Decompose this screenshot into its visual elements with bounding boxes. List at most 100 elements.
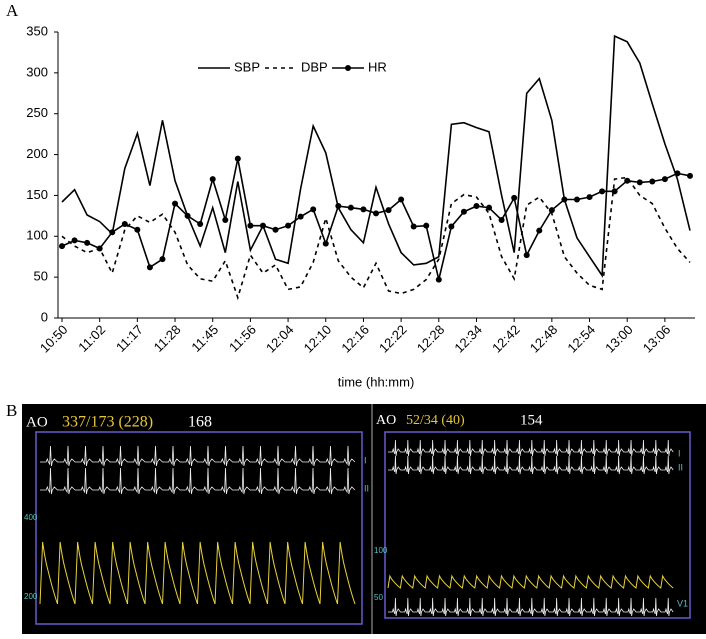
lead-label: I [678, 448, 681, 458]
point [360, 206, 367, 213]
screen-frame [35, 431, 363, 625]
point [109, 229, 116, 236]
point [674, 170, 681, 177]
point [146, 264, 153, 271]
y-tick-label: 50 [34, 269, 48, 284]
waveform [387, 574, 674, 589]
point [410, 223, 417, 230]
point [460, 208, 467, 215]
point [661, 176, 668, 183]
point [222, 216, 229, 223]
legend-label: DBP [301, 59, 328, 74]
x-axis-label: time (hh:mm) [338, 374, 415, 389]
waveform [39, 541, 356, 605]
x-tick-label: 11:02 [75, 322, 108, 355]
waveform [388, 455, 674, 475]
point [285, 222, 292, 229]
x-tick-label: 12:22 [376, 322, 410, 356]
point [636, 179, 643, 186]
lead-label: II [678, 462, 683, 472]
point [385, 207, 392, 214]
legend-marker [345, 65, 351, 71]
x-tick-label: 10:50 [37, 322, 71, 356]
point [599, 188, 606, 195]
y-tick-label: 300 [26, 64, 48, 79]
point [297, 213, 304, 220]
point [172, 200, 179, 207]
point [486, 204, 493, 211]
series-line [61, 176, 691, 301]
point [310, 206, 317, 213]
rate-readout: 154 [520, 412, 543, 428]
point [209, 176, 216, 183]
point [347, 204, 354, 211]
point [322, 240, 329, 247]
rate-readout: 168 [188, 414, 212, 431]
y-tick-label: 100 [26, 228, 48, 243]
x-tick-label: 13:00 [602, 322, 636, 356]
point [398, 196, 405, 203]
point [511, 194, 518, 201]
y-tick-label: 350 [26, 23, 48, 38]
scale-label: 100 [374, 546, 388, 555]
point [197, 221, 204, 228]
point [548, 207, 555, 214]
panel-label: A [6, 1, 19, 20]
panel-label: B [6, 401, 17, 420]
x-tick-label: 12:42 [489, 322, 523, 356]
x-tick-label: 12:10 [301, 322, 335, 356]
pressure-readout: 52/34 (40) [406, 413, 465, 428]
point [448, 223, 455, 230]
x-tick-label: 12:34 [451, 322, 485, 356]
point [121, 221, 128, 228]
point [423, 222, 430, 229]
waveform [388, 597, 674, 617]
x-tick-label: 12:28 [414, 322, 448, 356]
waveform [40, 467, 356, 495]
lead-label: I [364, 455, 367, 465]
screen-frame [384, 431, 691, 619]
site-label: AO [26, 414, 48, 430]
point [272, 226, 279, 233]
point [624, 177, 631, 184]
x-tick-label: 12:16 [338, 322, 372, 356]
y-tick-label: 0 [41, 309, 48, 324]
point [84, 239, 91, 246]
x-tick-label: 12:04 [263, 322, 297, 356]
x-tick-label: 11:28 [151, 322, 184, 355]
point [649, 178, 656, 185]
point [159, 256, 166, 263]
scale-label: 400 [24, 513, 38, 522]
x-tick-label: 12:54 [564, 322, 598, 356]
scale-label: 200 [24, 592, 38, 601]
point [573, 196, 580, 203]
y-tick-label: 150 [26, 187, 48, 202]
point [473, 203, 480, 210]
point [96, 245, 103, 252]
legend-label: HR [368, 59, 387, 74]
point [586, 194, 593, 201]
point [134, 226, 141, 233]
point [247, 222, 254, 229]
point [523, 252, 530, 259]
pressure-readout: 337/173 (228) [62, 414, 153, 431]
point [184, 212, 191, 219]
point [259, 222, 266, 229]
x-tick-label: 13:06 [640, 322, 674, 356]
point [234, 155, 241, 162]
point [561, 196, 568, 203]
point [611, 188, 618, 195]
series-line [61, 34, 691, 278]
point [435, 276, 442, 283]
scale-label: 50 [374, 593, 383, 602]
x-tick-label: 12:48 [527, 322, 561, 356]
site-label: AO [376, 413, 396, 428]
legend-label: SBP [234, 59, 260, 74]
y-tick-label: 200 [26, 146, 48, 161]
x-tick-label: 11:45 [188, 322, 221, 355]
point [335, 203, 342, 210]
point [71, 237, 78, 244]
lead-label: II [364, 483, 369, 493]
point [59, 243, 65, 250]
